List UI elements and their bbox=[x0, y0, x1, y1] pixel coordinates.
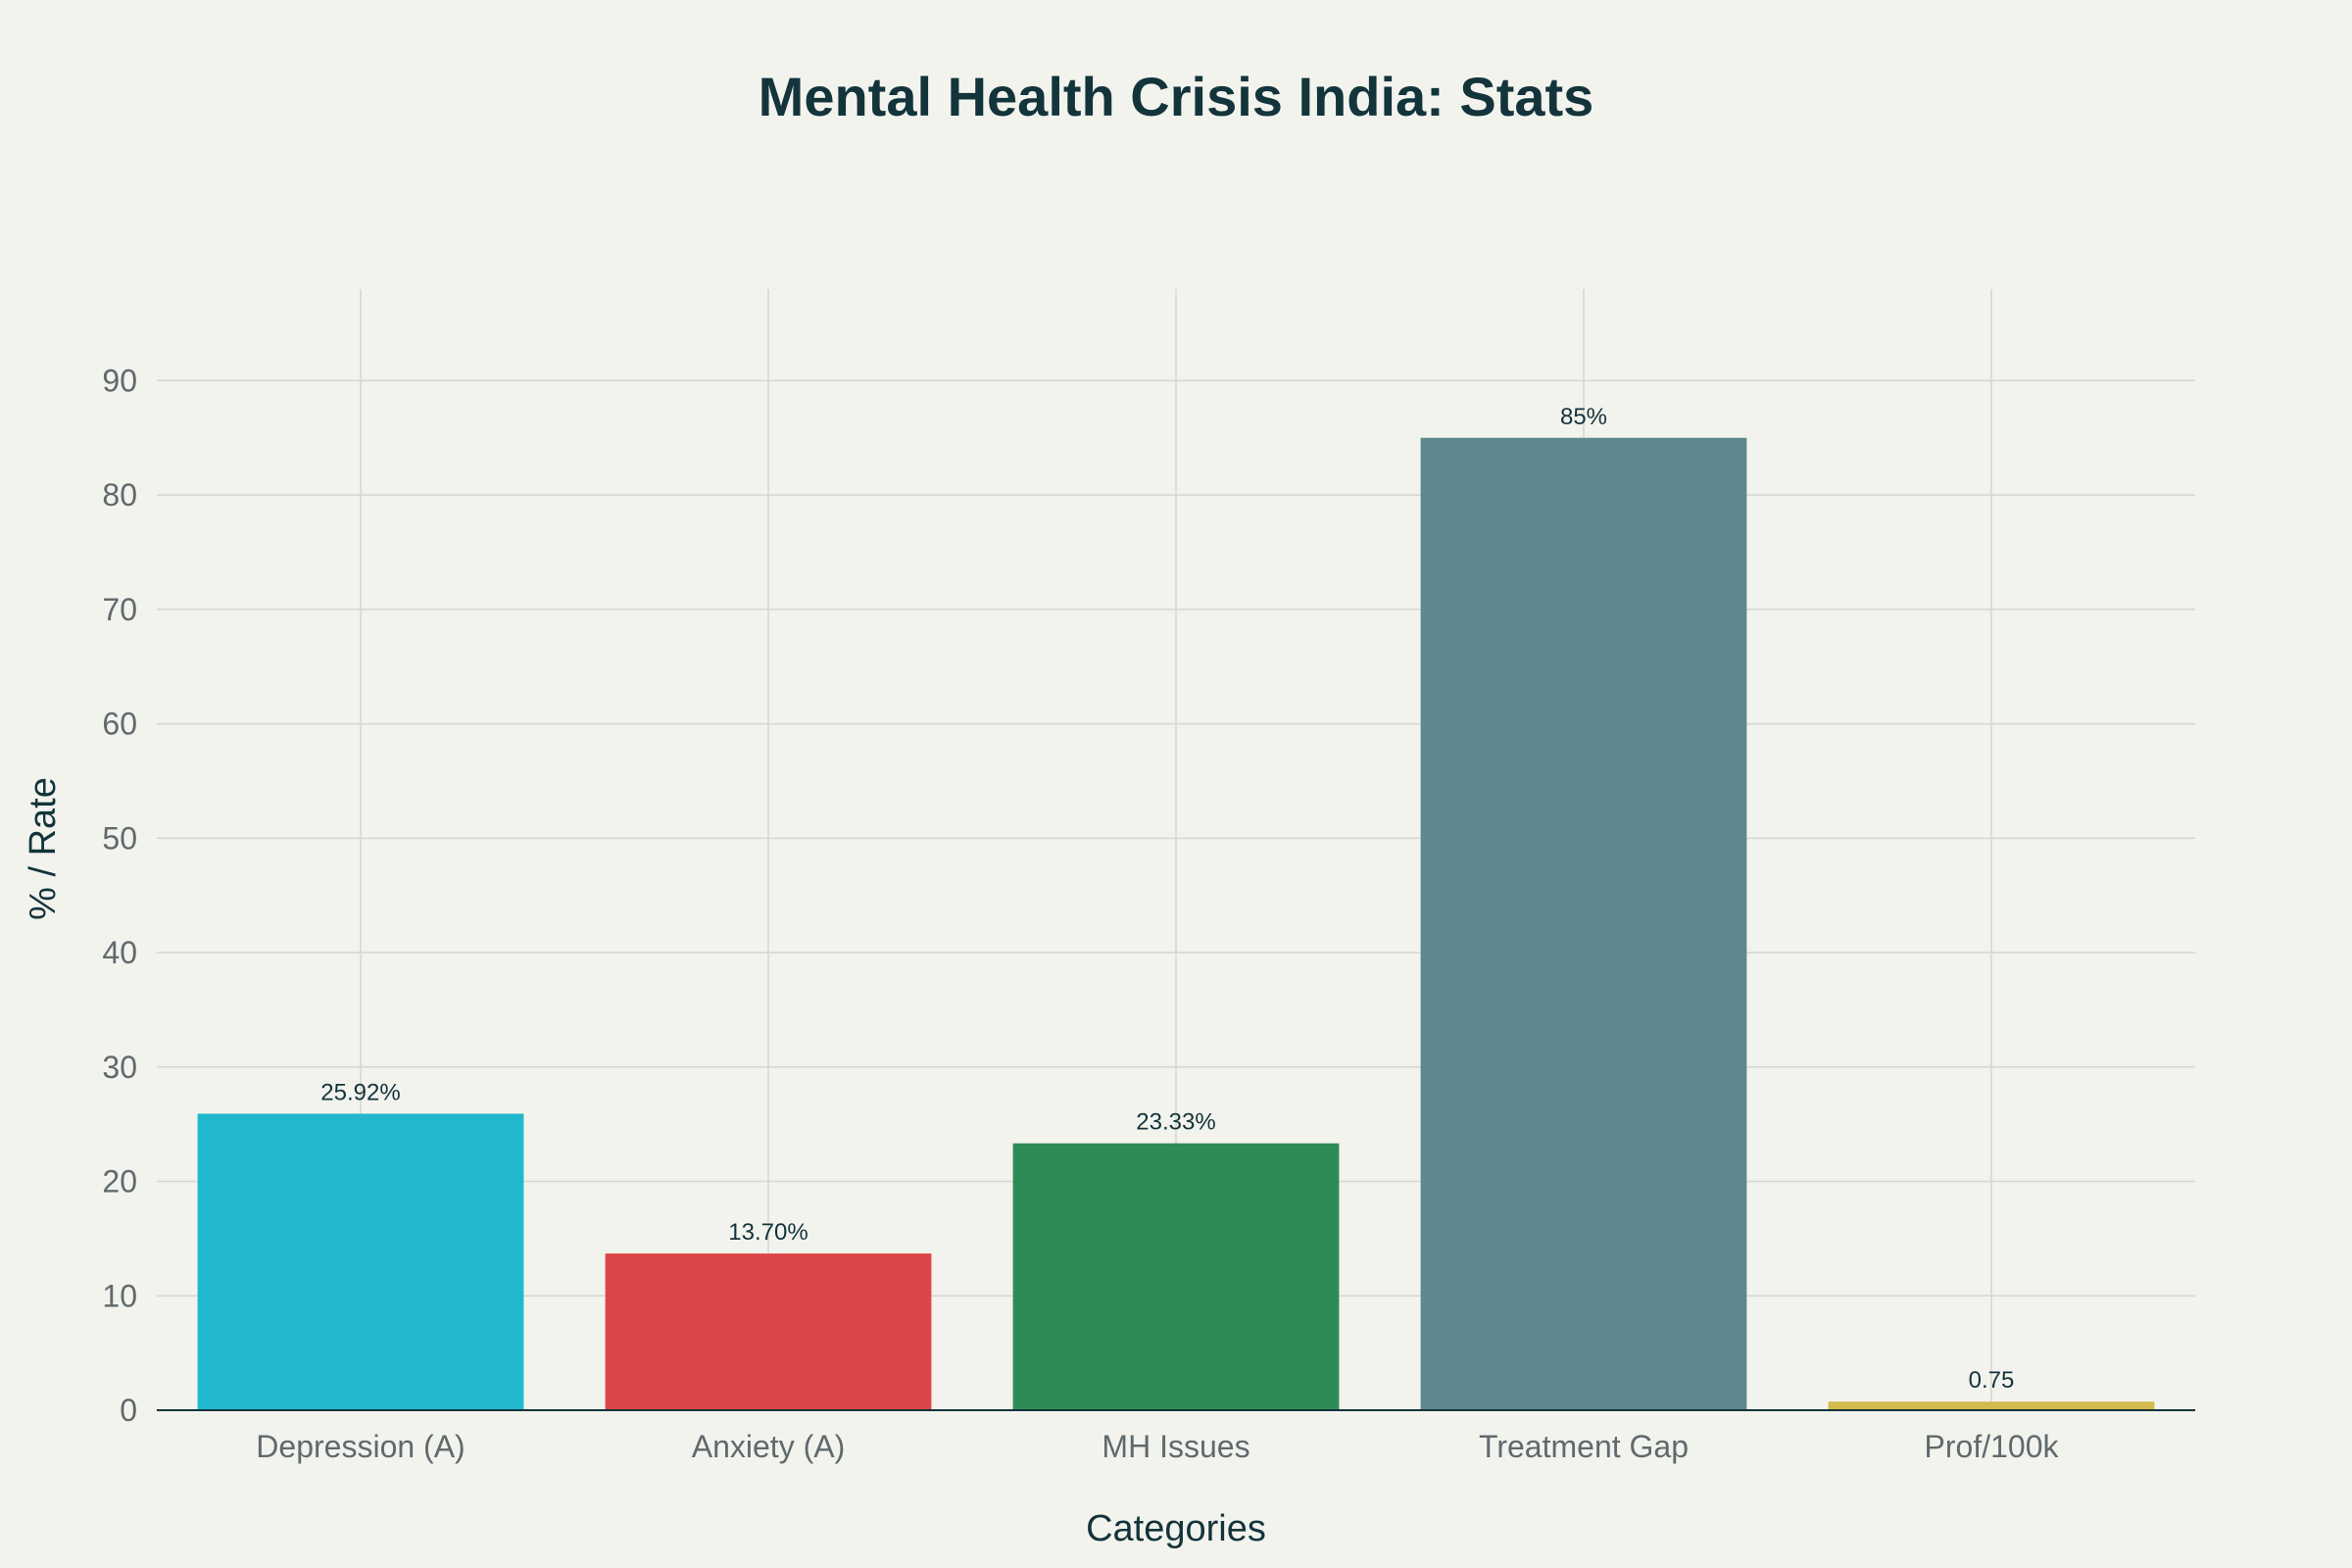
y-tick-labels: 0 10 20 30 40 50 60 70 80 90 bbox=[102, 363, 137, 1428]
y-tick-label: 50 bbox=[102, 820, 137, 856]
y-tick-label: 60 bbox=[102, 707, 137, 742]
data-label: 23.33% bbox=[1136, 1109, 1215, 1136]
data-label: 13.70% bbox=[728, 1219, 808, 1246]
x-tick-label: Anxiety (A) bbox=[692, 1429, 845, 1464]
data-label: 85% bbox=[1560, 404, 1607, 430]
y-tick-label: 80 bbox=[102, 477, 137, 513]
x-tick-label: Prof/100k bbox=[1925, 1429, 2060, 1464]
y-tick-label: 30 bbox=[102, 1050, 137, 1085]
y-tick-label: 0 bbox=[120, 1393, 137, 1428]
data-label: 25.92% bbox=[320, 1079, 400, 1105]
y-axis-title: % / Rate bbox=[23, 777, 64, 920]
x-axis-title: Categories bbox=[1086, 1508, 1266, 1549]
y-tick-label: 70 bbox=[102, 592, 137, 627]
data-label: 0.75 bbox=[1969, 1367, 2015, 1394]
bar bbox=[1828, 1401, 2155, 1410]
bar bbox=[1012, 1143, 1340, 1410]
x-tick-labels: Depression (A) Anxiety (A) MH Issues Treatm… bbox=[256, 1429, 2059, 1464]
y-tick-label: 20 bbox=[102, 1164, 137, 1200]
bars bbox=[197, 437, 2155, 1410]
x-tick-label: Treatment Gap bbox=[1479, 1429, 1689, 1464]
y-tick-label: 10 bbox=[102, 1278, 137, 1313]
chart-title: Mental Health Crisis India: Stats bbox=[759, 66, 1594, 127]
bar bbox=[605, 1253, 932, 1410]
bar bbox=[1420, 437, 1747, 1410]
data-labels: 25.92% 13.70% 23.33% 85% 0.75 bbox=[320, 404, 2014, 1394]
y-tick-label: 40 bbox=[102, 935, 137, 970]
x-tick-label: MH Issues bbox=[1102, 1429, 1250, 1464]
bar bbox=[197, 1113, 524, 1410]
y-tick-label: 90 bbox=[102, 363, 137, 398]
x-tick-label: Depression (A) bbox=[256, 1429, 465, 1464]
